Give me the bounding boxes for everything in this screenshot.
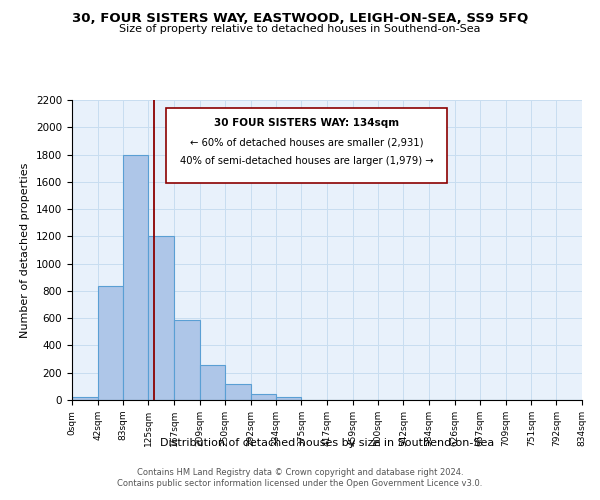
Bar xyxy=(123,154,148,400)
Bar xyxy=(148,236,174,400)
Bar xyxy=(174,320,200,400)
FancyBboxPatch shape xyxy=(166,108,447,182)
Text: Size of property relative to detached houses in Southend-on-Sea: Size of property relative to detached ho… xyxy=(119,24,481,34)
Text: Contains public sector information licensed under the Open Government Licence v3: Contains public sector information licen… xyxy=(118,480,482,488)
Text: Contains HM Land Registry data © Crown copyright and database right 2024.: Contains HM Land Registry data © Crown c… xyxy=(137,468,463,477)
Bar xyxy=(200,365,225,400)
Bar xyxy=(72,396,98,400)
Text: ← 60% of detached houses are smaller (2,931): ← 60% of detached houses are smaller (2,… xyxy=(190,138,424,147)
Text: 30, FOUR SISTERS WAY, EASTWOOD, LEIGH-ON-SEA, SS9 5FQ: 30, FOUR SISTERS WAY, EASTWOOD, LEIGH-ON… xyxy=(72,12,528,26)
Bar xyxy=(276,396,301,400)
Text: 30 FOUR SISTERS WAY: 134sqm: 30 FOUR SISTERS WAY: 134sqm xyxy=(214,118,399,128)
Bar xyxy=(98,286,123,400)
Bar xyxy=(225,384,251,400)
Text: 40% of semi-detached houses are larger (1,979) →: 40% of semi-detached houses are larger (… xyxy=(180,156,433,166)
Y-axis label: Number of detached properties: Number of detached properties xyxy=(20,162,31,338)
Bar xyxy=(251,394,276,400)
Text: Distribution of detached houses by size in Southend-on-Sea: Distribution of detached houses by size … xyxy=(160,438,494,448)
